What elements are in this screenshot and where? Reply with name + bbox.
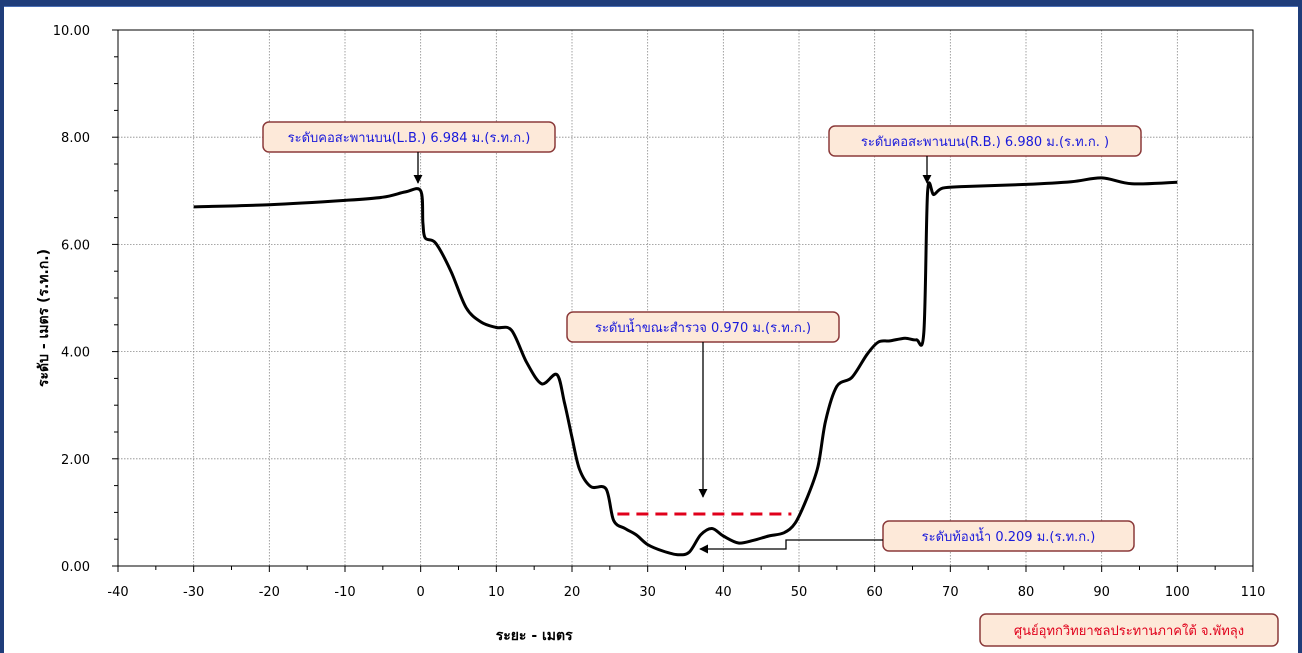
callout-text: ระดับคอสะพานบน(L.B.) 6.984 ม.(ร.ท.ก.) xyxy=(288,131,531,146)
plot-area-border xyxy=(117,29,1254,567)
x-tick-label: -40 xyxy=(107,585,128,600)
x-tick-label: 40 xyxy=(715,585,732,600)
x-tick-label: 100 xyxy=(1165,585,1190,600)
callout-text: ระดับท้องน้ำ 0.209 ม.(ร.ท.ก.) xyxy=(922,527,1096,545)
x-tick-label: 70 xyxy=(942,585,959,600)
x-tick-label: -10 xyxy=(334,585,355,600)
grid-lines xyxy=(118,30,1253,566)
x-tick-label: 20 xyxy=(564,585,581,600)
y-tick-label: 2.00 xyxy=(61,453,90,468)
callout-bed: ระดับท้องน้ำ 0.209 ม.(ร.ท.ก.) xyxy=(699,520,1135,554)
callout-lb: ระดับคอสะพานบน(L.B.) 6.984 ม.(ร.ท.ก.) xyxy=(262,121,556,184)
y-axis-title: ระดับ - เมตร (ร.ท.ก.) xyxy=(36,249,52,387)
x-tick-label: 60 xyxy=(866,585,883,600)
callout-rb: ระดับคอสะพานบน(R.B.) 6.980 ม.(ร.ท.ก. ) xyxy=(828,125,1142,184)
y-tick-label: 6.00 xyxy=(61,238,90,253)
chart-frame-inner-line xyxy=(4,6,1298,11)
tick-labels: -40 -30 -20 -10 0 10 20 30 40 50 60 70 80 90 100 110 0.0… xyxy=(53,24,1266,600)
callouts: ระดับคอสะพานบน(L.B.) 6.984 ม.(ร.ท.ก.) ระด… xyxy=(262,121,1142,554)
callout-box xyxy=(262,121,556,153)
data-series xyxy=(193,176,1178,557)
x-tick-label: 110 xyxy=(1241,585,1266,600)
source-badge: ศูนย์อุทกวิทยาชลประทานภาคใต้ จ.พัทลุง xyxy=(979,613,1279,647)
x-tick-label: 90 xyxy=(1093,585,1110,600)
source-badge-box xyxy=(979,613,1279,647)
x-tick-label: 0 xyxy=(417,585,425,600)
x-axis-title: ระยะ - เมตร xyxy=(496,628,573,644)
x-tick-label: 80 xyxy=(1018,585,1035,600)
callout-arrow xyxy=(699,539,883,554)
axis-ticks xyxy=(112,29,1254,572)
y-tick-label: 10.00 xyxy=(53,24,90,39)
y-tick-label: 4.00 xyxy=(61,346,90,361)
x-tick-label: 10 xyxy=(488,585,505,600)
callout-wl: ระดับน้ำขณะสำรวจ 0.970 ม.(ร.ท.ก.) xyxy=(566,311,840,498)
cross-section-profile-line xyxy=(193,176,1178,557)
x-tick-label: 50 xyxy=(791,585,808,600)
y-tick-label: 8.00 xyxy=(61,131,90,146)
x-tick-label: -20 xyxy=(259,585,280,600)
y-tick-label: 0.00 xyxy=(61,560,90,575)
callout-text: ระดับน้ำขณะสำรวจ 0.970 ม.(ร.ท.ก.) xyxy=(595,318,811,336)
callout-box xyxy=(882,520,1135,552)
x-tick-label: 30 xyxy=(639,585,656,600)
callout-text: ระดับคอสะพานบน(R.B.) 6.980 ม.(ร.ท.ก. ) xyxy=(861,135,1109,150)
callout-box xyxy=(828,125,1142,157)
source-badge-text: ศูนย์อุทกวิทยาชลประทานภาคใต้ จ.พัทลุง xyxy=(1014,623,1244,639)
x-tick-label: -30 xyxy=(183,585,204,600)
